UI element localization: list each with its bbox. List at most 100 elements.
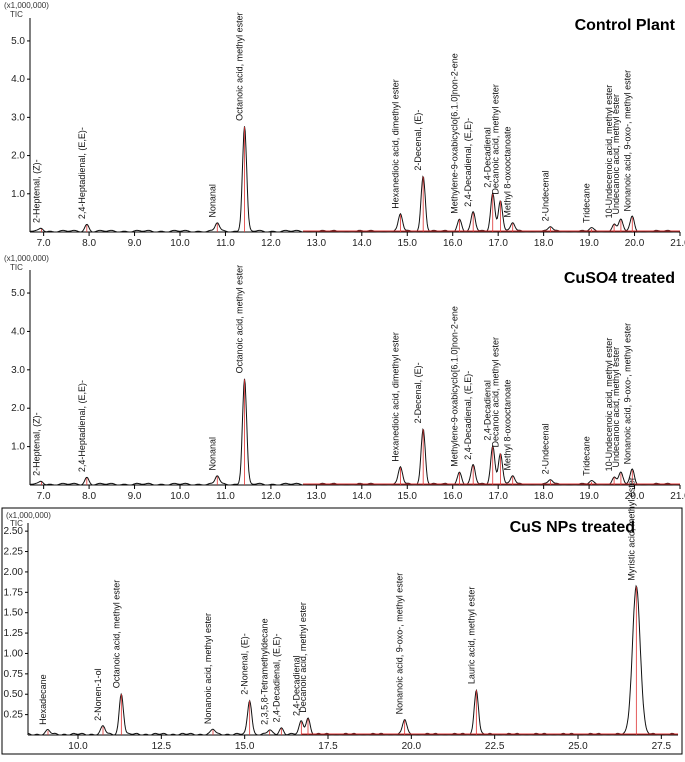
x-tick-label: 19.0 [579, 491, 599, 502]
peak-label: Decanoic acid, methyl ester [490, 84, 500, 195]
y-tick-label: 1.50 [4, 608, 24, 619]
peak-label: Octanoic acid, methyl ester [111, 580, 121, 689]
x-tick-label: 17.0 [488, 238, 508, 249]
peak-label: Lauric acid, methyl ester [466, 587, 476, 685]
peak-label: Methylene-9-oxabicyclo[6.1.0]non-2-ene [450, 306, 460, 467]
panel-frame [1, 507, 683, 755]
x-tick-label: 17.5 [318, 741, 338, 752]
chromatogram-panel-cuso4: (x1,000,000) TIC CuSO4 treated 1.0 2.0 3.0… [4, 254, 685, 502]
x-tick-label: 21.0 [670, 238, 685, 249]
scale-label: (x1,000,000) [4, 1, 49, 10]
y-tick-label: 1.75 [4, 587, 24, 598]
x-tick-label: 18.0 [534, 238, 554, 249]
x-tick-label: 9.0 [128, 238, 142, 249]
x-tick-label: 10.0 [68, 741, 88, 752]
x-tick-label: 15.0 [398, 238, 418, 249]
peak-label: 2-Decenal, (E)- [413, 362, 423, 423]
y-tick-label: 4.0 [11, 326, 25, 337]
peak-label: 2,4-Decadienal, (E,E)- [463, 118, 473, 207]
y-tick-label: 1.00 [4, 648, 24, 659]
peak-label: Hexadecane [38, 674, 48, 725]
panel-title: CuS NPs treated [510, 519, 635, 536]
x-tick-label: 19.0 [579, 238, 599, 249]
x-tick-label: 9.0 [128, 491, 142, 502]
tic-trace-line [27, 584, 679, 736]
peak-label: Nonanoic acid, methyl ester [203, 613, 213, 724]
y-tick-label: 1.0 [11, 442, 25, 453]
x-tick-label: 21.0 [670, 491, 685, 502]
x-tick-label: 15.0 [398, 491, 418, 502]
peak-label: Nonanal [207, 184, 217, 218]
y-tick-label: 5.0 [11, 288, 25, 299]
x-tick-label: 11.0 [216, 238, 235, 249]
peak-label: 2,4-Decadienal, (E,E)- [271, 633, 281, 722]
x-tick-label: 16.0 [443, 238, 463, 249]
y-tick-label: 3.0 [11, 112, 25, 123]
x-tick-label: 12.5 [152, 741, 172, 752]
chromatogram-panel-cus-nps: (x1,000,000) TIC CuS NPs treated 0.25 0.5… [1, 477, 683, 755]
scale-label: (x1,000,000) [6, 511, 51, 520]
peak-label: Methylene-9-oxabicyclo[6.1.0]non-2-ene [450, 53, 460, 214]
x-tick-label: 8.0 [82, 238, 96, 249]
peak-label: 10-Undecenoic acid, methyl ester [604, 85, 614, 219]
peak-label: Undecanoic acid, methyl ester [611, 347, 621, 468]
peak-label: 2-Decenal, (E)- [413, 110, 423, 171]
peak-trace: 2-Heptenal, (Z)- 2,4-Heptadienal, (E,E)- N… [29, 12, 680, 233]
peak-label: Nonanal [207, 437, 217, 471]
x-tick-label: 20.0 [625, 238, 645, 249]
panel-title: Control Plant [575, 17, 676, 34]
peak-label: 2-Nonen-1-ol [93, 668, 103, 721]
peak-label: 2,4-Heptadienal, (E,E)- [77, 380, 87, 472]
x-tick-label: 11.0 [216, 491, 235, 502]
peak-label: Methyl 8-oxooctanoate [503, 127, 513, 218]
x-tick-label: 18.0 [534, 491, 554, 502]
peak-label: Methyl 8-oxooctanoate [503, 379, 513, 470]
y-unit-label: TIC [10, 263, 23, 272]
peak-label: 2,4-Heptadienal, (E,E)- [77, 127, 87, 219]
axes: 0.25 0.50 0.75 1.00 1.25 1.50 1.75 2.00 2.25 2.50… [4, 523, 678, 752]
peak-label: 2-Undecenal [540, 170, 550, 221]
x-tick-label: 13.0 [307, 238, 327, 249]
y-tick-label: 5.0 [11, 36, 25, 47]
peak-label: Undecanoic acid, methyl ester [611, 94, 621, 215]
peak-label: Nonanoic acid, 9-oxo-, methyl ester [622, 70, 632, 212]
peak-label: 10-Undecenoic acid, methyl ester [604, 338, 614, 472]
y-tick-label: 3.0 [11, 365, 25, 376]
x-tick-label: 12.0 [261, 238, 281, 249]
y-tick-label: 2.0 [11, 151, 25, 162]
y-tick-label: 0.75 [4, 669, 24, 680]
y-tick-label: 2.25 [4, 547, 24, 558]
peak-label: Octanoic acid, methyl ester [235, 265, 245, 374]
x-tick-label: 14.0 [352, 238, 372, 249]
peak-label: Decanoic acid, methyl ester [490, 337, 500, 448]
chromatogram-panel-control: (x1,000,000) TIC Control Plant 1.0 2.0 3.0… [4, 1, 685, 249]
x-tick-label: 27.5 [652, 741, 672, 752]
x-tick-label: 20.0 [625, 491, 645, 502]
y-unit-label: TIC [10, 519, 23, 528]
x-tick-label: 12.0 [261, 491, 281, 502]
peak-label: Nonanoic acid, 9-oxo-, methyl ester [622, 323, 632, 465]
peak-label: 2-Heptenal, (Z)- [31, 412, 41, 476]
peak-label: Tridecane [581, 183, 591, 223]
peak-label: Hexanedioic acid, dimethyl ester [390, 332, 400, 462]
x-tick-label: 22.5 [485, 741, 505, 752]
peak-label: 2-Heptenal, (Z)- [31, 159, 41, 223]
peak-label: 2-Nonenal, (E)- [240, 633, 250, 695]
scale-label: (x1,000,000) [4, 254, 49, 263]
x-tick-label: 10.0 [170, 491, 190, 502]
peak-label: 2,4-Decadienal [483, 380, 493, 441]
peak-label: Hexanedioic acid, dimethyl ester [390, 79, 400, 209]
peak-label: 2,3,5,8-Tetramethyldecane [260, 618, 270, 725]
peak-label: Myristic acid, methyl ester [626, 477, 636, 581]
x-tick-label: 7.0 [37, 491, 51, 502]
x-tick-label: 14.0 [352, 491, 372, 502]
peak-label: 2,4-Decadienal, (E,E)- [463, 371, 473, 460]
x-tick-label: 15.0 [235, 741, 255, 752]
peak-trace: Hexadecane 2-Nonen-1-ol Octanoic acid, met… [27, 477, 679, 736]
x-tick-label: 7.0 [37, 238, 51, 249]
peak-label: Octanoic acid, methyl ester [235, 12, 245, 121]
y-tick-label: 2.50 [4, 526, 24, 537]
y-tick-label: 2.0 [11, 403, 25, 414]
y-tick-label: 0.50 [4, 689, 24, 700]
